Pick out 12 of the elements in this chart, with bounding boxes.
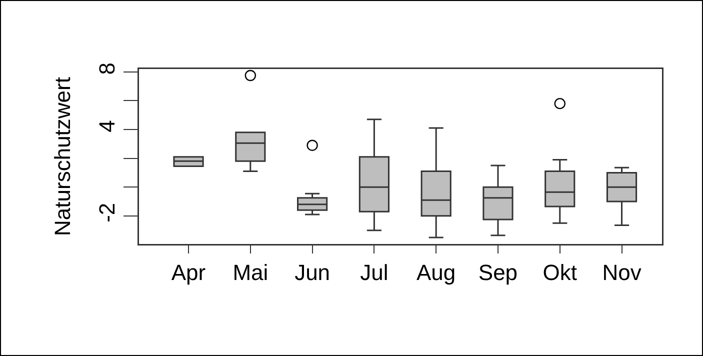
x-tick-label: Okt <box>542 260 577 285</box>
x-tick-label: Nov <box>602 260 642 285</box>
x-tick-label: Jul <box>360 260 388 285</box>
y-axis-title: Naturschutzwert <box>50 77 75 236</box>
y-tick-label: 4 <box>94 120 120 132</box>
y-tick-label: 8 <box>94 62 120 75</box>
x-tick-label: Apr <box>171 260 206 285</box>
x-tick-label: Sep <box>478 260 518 285</box>
x-tick-label: Mai <box>232 260 268 285</box>
x-tick-label: Aug <box>416 260 456 285</box>
y-tick-label: -2 <box>94 202 120 222</box>
x-tick-label: Jun <box>294 260 330 285</box>
